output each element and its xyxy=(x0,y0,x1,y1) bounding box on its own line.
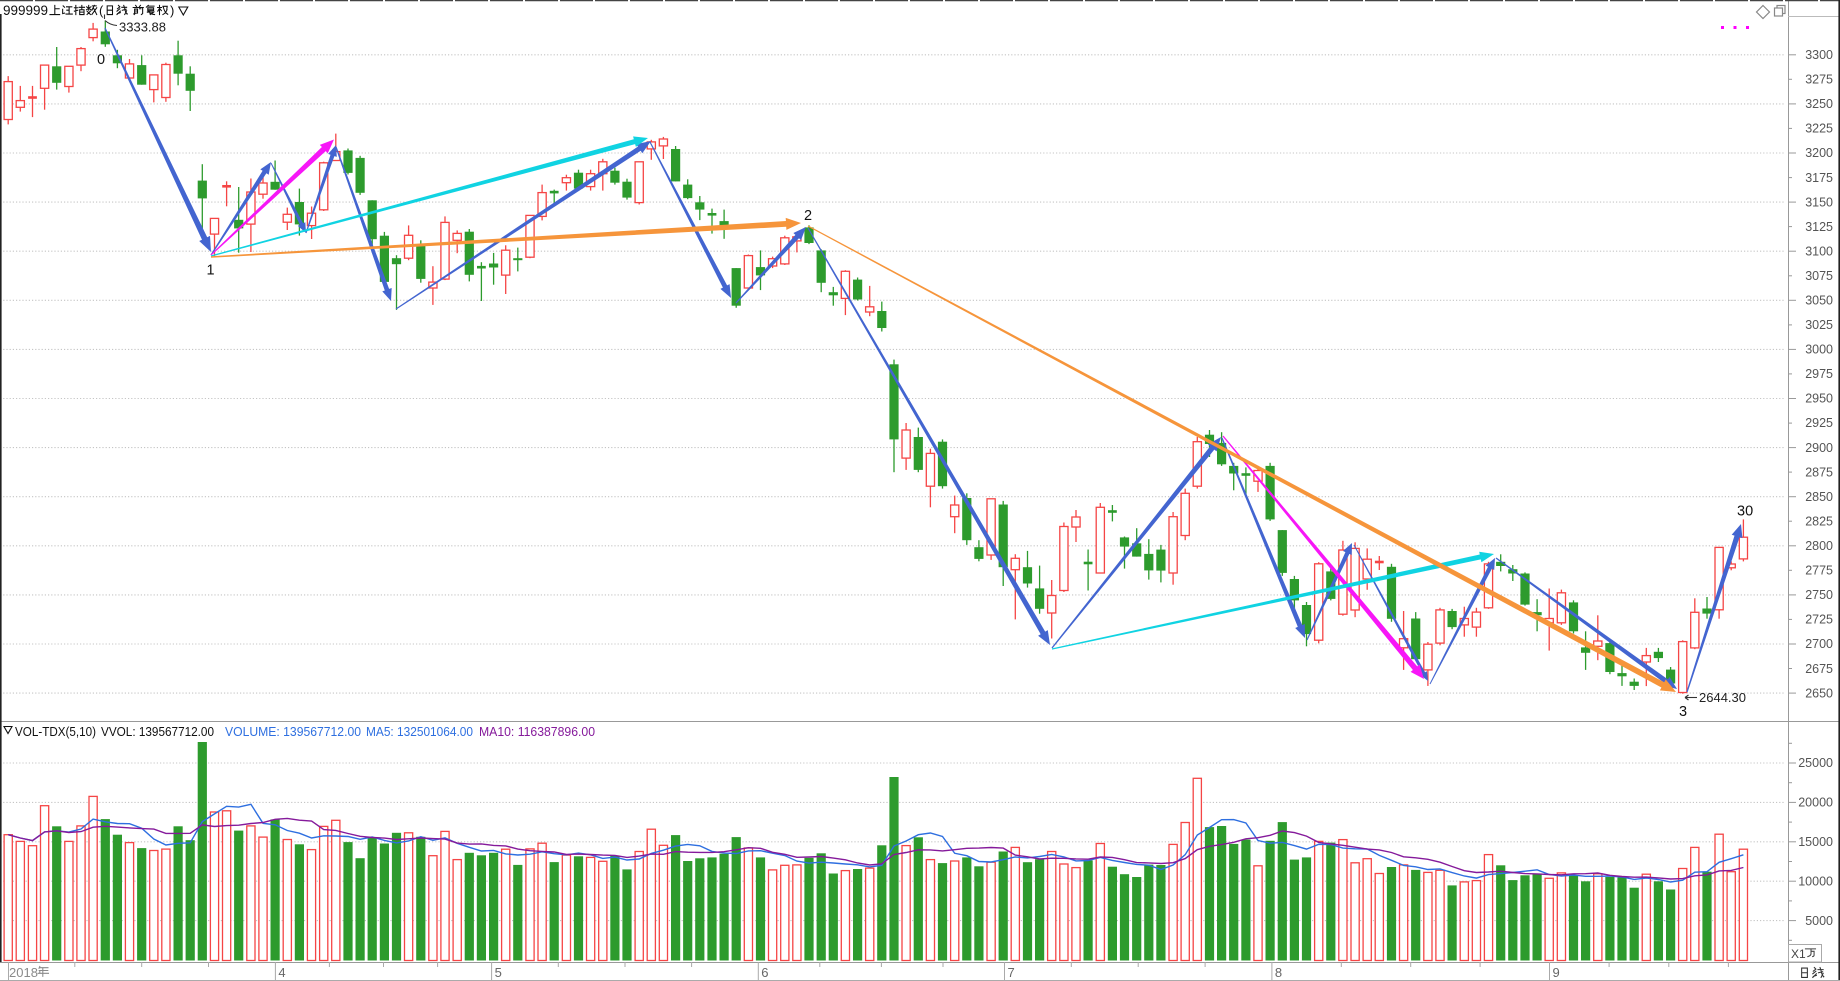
svg-text:0: 0 xyxy=(97,52,105,68)
svg-text:3025: 3025 xyxy=(1805,318,1833,332)
svg-text:3175: 3175 xyxy=(1805,171,1833,185)
svg-text:15000: 15000 xyxy=(1798,835,1833,849)
svg-text:2850: 2850 xyxy=(1805,490,1833,504)
svg-text:2750: 2750 xyxy=(1805,588,1833,602)
svg-text:2644.30: 2644.30 xyxy=(1699,690,1746,705)
svg-text:8: 8 xyxy=(1275,965,1282,980)
svg-text:2875: 2875 xyxy=(1805,465,1833,479)
svg-text:3125: 3125 xyxy=(1805,220,1833,234)
svg-text:3075: 3075 xyxy=(1805,269,1833,283)
svg-text:2825: 2825 xyxy=(1805,515,1833,529)
svg-text:7: 7 xyxy=(1008,965,1015,980)
svg-text:2775: 2775 xyxy=(1805,564,1833,578)
svg-text:30: 30 xyxy=(1737,504,1753,520)
svg-text:2650: 2650 xyxy=(1805,686,1833,700)
svg-text:2975: 2975 xyxy=(1805,367,1833,381)
svg-text:999999: 999999 xyxy=(3,3,48,18)
svg-text:VOL-TDX(5,10): VOL-TDX(5,10) xyxy=(15,725,96,739)
svg-text:3100: 3100 xyxy=(1805,244,1833,258)
svg-text:VOLUME: 139567712.00: VOLUME: 139567712.00 xyxy=(225,725,361,739)
svg-text:2925: 2925 xyxy=(1805,416,1833,430)
svg-text:3: 3 xyxy=(1679,704,1687,720)
svg-text:10000: 10000 xyxy=(1798,874,1833,888)
svg-text:3050: 3050 xyxy=(1805,294,1833,308)
svg-text:VVOL: 139567712.00: VVOL: 139567712.00 xyxy=(101,725,214,739)
svg-text:25000: 25000 xyxy=(1798,756,1833,770)
svg-text:20000: 20000 xyxy=(1798,796,1833,810)
svg-text:4: 4 xyxy=(278,965,285,980)
svg-text:3000: 3000 xyxy=(1805,343,1833,357)
svg-text:3300: 3300 xyxy=(1805,48,1833,62)
svg-text:5000: 5000 xyxy=(1805,914,1833,928)
svg-text:9: 9 xyxy=(1553,965,1560,980)
svg-text:X1: X1 xyxy=(1791,947,1806,961)
svg-text:2900: 2900 xyxy=(1805,441,1833,455)
svg-text:6: 6 xyxy=(761,965,768,980)
svg-text:3333.88: 3333.88 xyxy=(119,20,166,35)
svg-text:): ) xyxy=(170,3,174,18)
svg-text:2675: 2675 xyxy=(1805,662,1833,676)
svg-text:2950: 2950 xyxy=(1805,392,1833,406)
svg-text:2018: 2018 xyxy=(9,965,38,980)
svg-text:3275: 3275 xyxy=(1805,73,1833,87)
svg-text:MA5: 132501064.00: MA5: 132501064.00 xyxy=(366,725,473,739)
svg-text:MA10: 116387896.00: MA10: 116387896.00 xyxy=(479,725,595,739)
svg-text:3150: 3150 xyxy=(1805,195,1833,209)
svg-text:5: 5 xyxy=(495,965,502,980)
svg-text:2700: 2700 xyxy=(1805,637,1833,651)
svg-text:3225: 3225 xyxy=(1805,122,1833,136)
svg-text:3200: 3200 xyxy=(1805,146,1833,160)
svg-text:3250: 3250 xyxy=(1805,97,1833,111)
svg-text:(: ( xyxy=(99,3,104,18)
svg-text:2: 2 xyxy=(804,208,812,224)
svg-text:2725: 2725 xyxy=(1805,613,1833,627)
svg-text:2800: 2800 xyxy=(1805,539,1833,553)
svg-text:1: 1 xyxy=(207,263,215,279)
